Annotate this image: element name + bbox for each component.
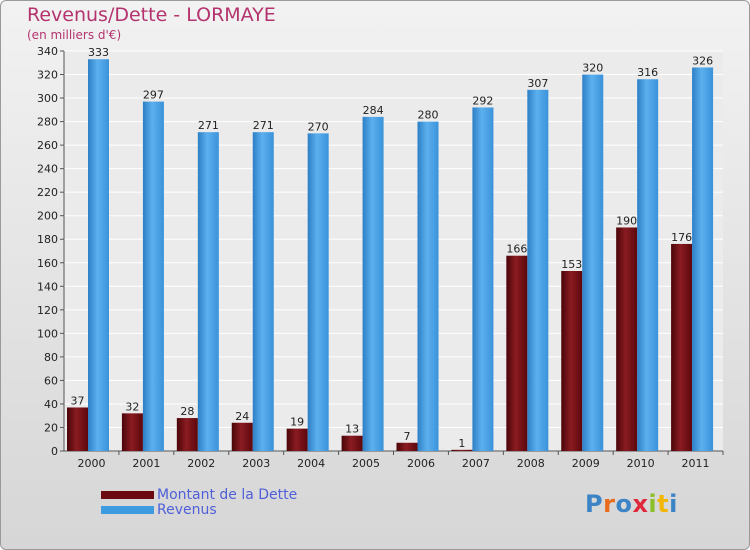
logo-letter: t	[657, 490, 670, 518]
y-tick-label: 140	[37, 280, 58, 293]
bar-revenus	[582, 74, 604, 451]
unit-label: (en milliers d'€)	[27, 28, 122, 42]
bar-dette	[121, 413, 143, 451]
y-tick-label: 240	[37, 163, 58, 176]
data-label-dette: 37	[71, 394, 85, 407]
data-label-revenus: 271	[198, 119, 219, 132]
y-tick-label: 220	[37, 186, 58, 199]
plot-area	[64, 51, 723, 451]
x-tick-label: 2004	[297, 457, 325, 470]
y-tick-label: 20	[44, 421, 58, 434]
x-tick-label: 2010	[627, 457, 655, 470]
data-label-dette: 19	[290, 416, 304, 429]
x-tick-label: 2011	[682, 457, 710, 470]
data-label-revenus: 271	[253, 119, 274, 132]
logo-letter: i	[669, 490, 678, 518]
y-tick-label: 120	[37, 304, 58, 317]
x-tick-label: 2002	[187, 457, 215, 470]
data-label-dette: 28	[180, 405, 194, 418]
data-label-revenus: 270	[308, 120, 329, 133]
bar-revenus	[142, 101, 164, 452]
legend-label-revenus: Revenus	[157, 501, 217, 518]
y-tick-label: 100	[37, 327, 58, 340]
y-tick-label: 320	[37, 69, 58, 82]
legend: Montant de la Dette Revenus	[101, 486, 298, 518]
data-label-dette: 24	[235, 410, 249, 423]
x-tick-label: 2006	[407, 457, 435, 470]
data-label-dette: 7	[404, 430, 411, 443]
data-label-revenus: 326	[692, 54, 713, 67]
bar-revenus	[252, 132, 274, 452]
legend-swatch-revenus	[101, 505, 154, 514]
y-tick-label: 260	[37, 139, 58, 152]
bar-dette	[286, 428, 308, 451]
bar-dette	[451, 449, 473, 451]
data-label-dette: 190	[616, 214, 637, 227]
x-tick-label: 2005	[352, 457, 380, 470]
legend-item-dette: Montant de la Dette	[101, 486, 298, 503]
bar-revenus	[307, 133, 329, 451]
y-tick-label: 180	[37, 233, 58, 246]
logo-letter: i	[648, 490, 658, 518]
chart-title: Revenus/Dette - LORMAYE	[27, 4, 276, 26]
bar-dette	[671, 243, 693, 451]
bar-dette	[231, 422, 253, 451]
data-label-revenus: 320	[582, 62, 603, 75]
bar-revenus	[527, 89, 549, 451]
bar-revenus	[417, 121, 439, 452]
data-label-revenus: 297	[143, 89, 164, 102]
y-tick-label: 160	[37, 257, 58, 270]
x-tick-label: 2003	[242, 457, 270, 470]
logo-letter: o	[615, 490, 633, 518]
bar-dette	[176, 418, 198, 451]
data-label-revenus: 307	[527, 77, 548, 90]
data-label-dette: 1	[458, 437, 465, 450]
data-label-dette: 166	[506, 243, 527, 256]
bar-dette	[67, 407, 88, 451]
x-tick-label: 2000	[77, 457, 105, 470]
data-label-revenus: 280	[418, 109, 439, 122]
y-tick-label: 340	[37, 45, 58, 58]
y-tick-label: 0	[51, 445, 58, 458]
y-tick-label: 200	[37, 210, 58, 223]
y-tick-label: 280	[37, 116, 58, 129]
bar-dette	[506, 255, 528, 451]
bar-revenus	[88, 59, 109, 452]
bar-revenus	[472, 107, 494, 452]
bar-revenus	[637, 79, 659, 451]
data-label-revenus: 333	[88, 46, 109, 59]
bar-dette	[561, 271, 583, 451]
bar-dette	[396, 442, 418, 451]
legend-item-revenus: Revenus	[101, 501, 297, 518]
bar-revenus	[692, 67, 714, 452]
logo-letter: r	[603, 490, 616, 518]
logo-letter: P	[585, 490, 604, 518]
x-tick-label: 2008	[517, 457, 545, 470]
data-label-dette: 13	[345, 423, 359, 436]
y-tick-label: 300	[37, 92, 58, 105]
bar-revenus	[197, 132, 219, 452]
data-label-revenus: 316	[637, 66, 658, 79]
legend-label-dette: Montant de la Dette	[157, 486, 298, 503]
bar-dette	[616, 227, 638, 451]
bar-dette	[341, 435, 363, 451]
x-tick-label: 2001	[132, 457, 160, 470]
y-tick-label: 80	[44, 351, 58, 364]
x-tick-label: 2009	[572, 457, 600, 470]
proxiti-logo: Proxiti	[585, 490, 678, 518]
data-label-dette: 153	[561, 258, 582, 271]
data-label-dette: 32	[125, 400, 139, 413]
y-tick-label: 40	[44, 398, 58, 411]
y-tick-label: 60	[44, 374, 58, 387]
x-tick-label: 2007	[462, 457, 490, 470]
legend-swatch-dette	[101, 490, 154, 499]
data-label-revenus: 292	[472, 94, 493, 107]
data-label-dette: 176	[671, 231, 692, 244]
data-label-revenus: 284	[363, 104, 384, 117]
logo-letter: x	[632, 490, 649, 518]
bar-revenus	[362, 116, 384, 451]
